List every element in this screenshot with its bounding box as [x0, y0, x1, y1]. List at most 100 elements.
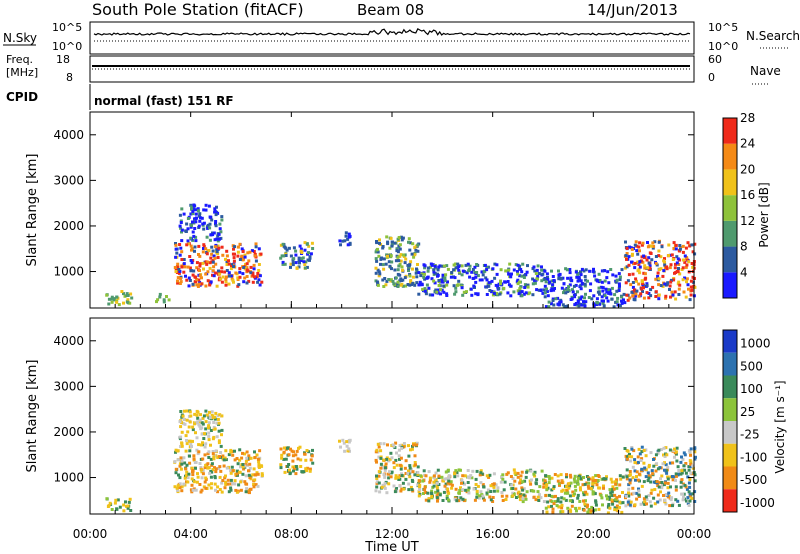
- scatter-cell: [182, 417, 186, 421]
- scatter-cell: [628, 455, 632, 458]
- scatter-cell: [691, 464, 695, 468]
- scatter-cell: [602, 304, 606, 308]
- scatter-cell: [670, 253, 674, 257]
- scatter-cell: [191, 207, 195, 211]
- x-tick-label: 00:00: [677, 527, 712, 541]
- scatter-cell: [597, 286, 601, 290]
- scatter-cell: [180, 442, 184, 446]
- scatter-cell: [207, 424, 211, 428]
- scatter-cell: [193, 412, 197, 416]
- scatter-cell: [455, 471, 459, 474]
- scatter-cell: [305, 242, 309, 246]
- scatter-cell: [665, 265, 669, 269]
- scatter-cell: [551, 283, 555, 287]
- scatter-cell: [459, 468, 462, 472]
- scatter-cell: [105, 293, 109, 297]
- scatter-cell: [634, 478, 637, 482]
- scatter-cell: [576, 272, 580, 276]
- scatter-cell: [176, 458, 180, 462]
- scatter-cell: [500, 494, 504, 498]
- scatter-cell: [660, 245, 664, 249]
- scatter-cell: [155, 300, 158, 304]
- scatter-cell: [461, 269, 465, 273]
- scatter-cell: [430, 277, 434, 281]
- scatter-cell: [411, 480, 415, 483]
- scatter-cell: [226, 482, 230, 486]
- scatter-cell: [413, 461, 417, 464]
- scatter-cell: [248, 462, 252, 466]
- scatter-cell: [635, 289, 639, 293]
- scatter-cell: [579, 488, 582, 492]
- scatter-cell: [230, 265, 233, 269]
- scatter-cell: [460, 481, 463, 485]
- scatter-cell: [209, 486, 213, 490]
- scatter-cell: [205, 262, 209, 266]
- scatter-cell: [424, 498, 428, 502]
- scatter-cell: [656, 500, 660, 504]
- nave-tick-top: 60: [708, 53, 722, 66]
- scatter-cell: [573, 484, 577, 488]
- scatter-cell: [198, 219, 202, 223]
- scatter-cell: [429, 491, 433, 495]
- scatter-cell: [467, 491, 471, 495]
- scatter-cell: [554, 297, 558, 301]
- scatter-cell: [399, 456, 403, 460]
- scatter-cell: [206, 466, 210, 470]
- scatter-cell: [657, 448, 661, 452]
- scatter-cell: [578, 500, 582, 503]
- scatter-cell: [560, 276, 563, 280]
- scatter-cell: [238, 258, 242, 261]
- scatter-cell: [297, 259, 301, 263]
- scatter-cell: [600, 280, 604, 284]
- scatter-cell: [669, 498, 673, 502]
- scatter-cell: [229, 471, 233, 475]
- scatter-cell: [681, 244, 685, 248]
- scatter-cell: [597, 507, 601, 511]
- scatter-cell: [398, 444, 402, 447]
- scatter-cell: [556, 479, 560, 483]
- scatter-cell: [230, 465, 234, 469]
- scatter-cell: [188, 279, 192, 282]
- scatter-cell: [654, 255, 658, 258]
- scatter-cell: [474, 292, 478, 296]
- scatter-cell: [684, 471, 688, 475]
- scatter-cell: [304, 260, 308, 264]
- scatter-cell: [197, 278, 201, 282]
- scatter-cell: [638, 265, 642, 269]
- scatter-cell: [488, 495, 492, 499]
- scatter-cell: [677, 293, 681, 296]
- scatter-cell: [633, 458, 637, 462]
- scatter-cell: [494, 483, 498, 487]
- scatter-cell: [217, 441, 221, 445]
- scatter-cell: [572, 284, 576, 288]
- scatter-cell: [605, 276, 609, 280]
- scatter-cell: [656, 274, 660, 278]
- scatter-cell: [627, 483, 631, 487]
- scatter-cell: [567, 486, 571, 490]
- colorbar-tick-label: 16: [740, 188, 755, 202]
- scatter-cell: [189, 212, 193, 216]
- scatter-cell: [624, 504, 628, 508]
- scatter-cell: [617, 272, 621, 276]
- scatter-cell: [185, 418, 189, 422]
- scatter-cell: [573, 295, 577, 299]
- scatter-cell: [647, 261, 651, 265]
- scatter-cell: [217, 429, 221, 433]
- scatter-cell: [390, 244, 394, 248]
- scatter-cell: [245, 281, 249, 285]
- scatter-cell: [254, 473, 258, 477]
- scatter-cell: [207, 431, 211, 435]
- scatter-cell: [211, 269, 215, 273]
- scatter-cell: [516, 282, 520, 286]
- scatter-cell: [682, 290, 686, 294]
- scatter-cell: [397, 448, 401, 452]
- scatter-cell: [534, 272, 538, 275]
- scatter-cell: [492, 291, 496, 295]
- scatter-cell: [677, 263, 681, 266]
- scatter-cell: [626, 279, 630, 283]
- scatter-cell: [552, 303, 556, 307]
- scatter-cell: [686, 496, 690, 500]
- scatter-cell: [544, 494, 548, 498]
- scatter-cell: [613, 480, 617, 484]
- scatter-cell: [445, 494, 449, 498]
